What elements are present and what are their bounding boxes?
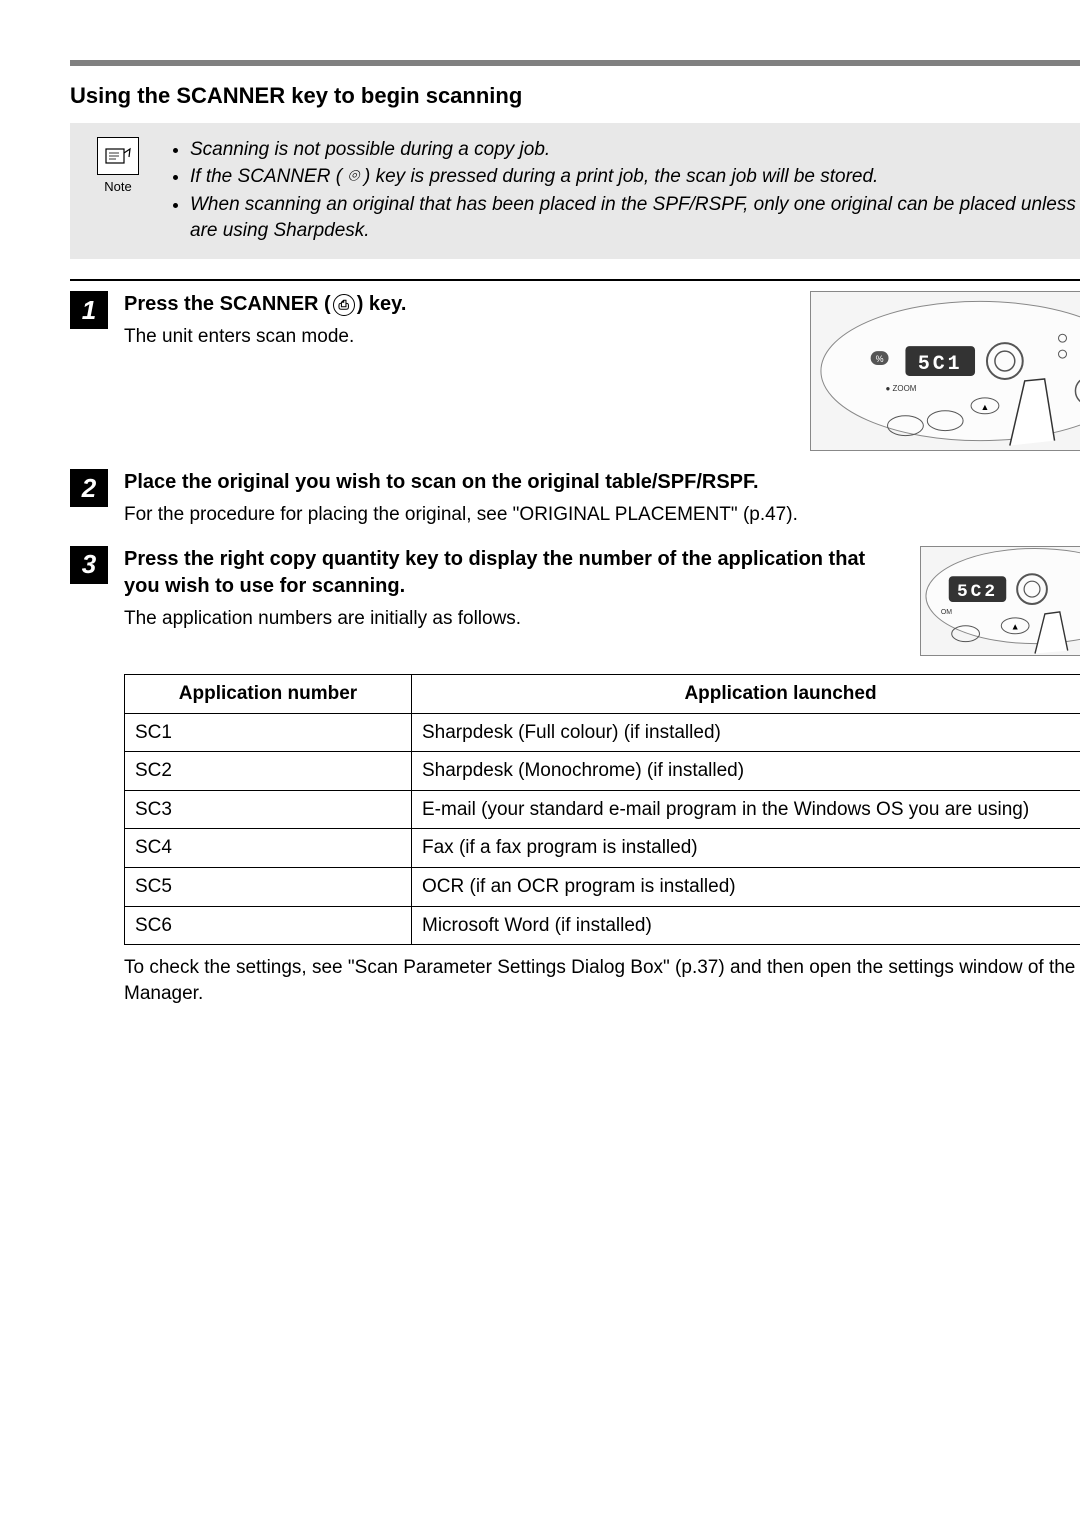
table-row: SC1Sharpdesk (Full colour) (if installed… <box>125 713 1080 752</box>
application-table-section: Application number Application launched … <box>70 674 1080 1007</box>
page-number: 39 <box>70 1327 1080 1376</box>
svg-text:▲: ▲ <box>1011 622 1020 632</box>
step-1-title: Press the SCANNER (⎙) key. <box>124 291 790 318</box>
table-header: Application launched <box>412 674 1080 713</box>
svg-text:OM: OM <box>941 609 952 616</box>
table-row: SC6Microsoft Word (if installed) <box>125 906 1080 945</box>
table-header: Application number <box>125 674 412 713</box>
note-label: Note <box>104 178 131 196</box>
top-border <box>70 60 1080 66</box>
note-item: If the SCANNER ( ⌾ ) key is pressed duri… <box>190 164 1080 190</box>
illus-1-zoom: ● ZOOM <box>886 384 917 393</box>
step-3-title: Press the right copy quantity key to dis… <box>124 546 900 600</box>
step-badge: 2 <box>70 469 108 507</box>
note-icon <box>97 137 139 175</box>
table-row: SC2Sharpdesk (Monochrome) (if installed) <box>125 752 1080 791</box>
step-1: 1 Press the SCANNER (⎙) key. The unit en… <box>70 291 1080 451</box>
step-badge: 1 <box>70 291 108 329</box>
step-2: 2 Place the original you wish to scan on… <box>70 469 1080 528</box>
step-3: 3 Press the right copy quantity key to d… <box>70 546 1080 656</box>
svg-text:%: % <box>876 354 884 364</box>
svg-text:▲: ▲ <box>981 402 990 412</box>
note-icon-column: Note <box>88 137 148 196</box>
note-item: Scanning is not possible during a copy j… <box>190 137 1080 163</box>
table-row: SC5OCR (if an OCR program is installed) <box>125 868 1080 907</box>
note-box: Note Scanning is not possible during a c… <box>70 123 1080 260</box>
note-item: When scanning an original that has been … <box>190 192 1080 243</box>
step-badge: 3 <box>70 546 108 584</box>
table-row: SC3E-mail (your standard e-mail program … <box>125 790 1080 829</box>
step-1-illustration: 5C1 ● ZOOM % C ▲ <box>810 291 1080 451</box>
step-1-title-post: ) key. <box>357 293 407 315</box>
application-table: Application number Application launched … <box>124 674 1080 945</box>
table-footer-text: To check the settings, see "Scan Paramet… <box>124 955 1080 1006</box>
step-1-body: The unit enters scan mode. <box>124 324 790 350</box>
illus-1-code: 5C1 <box>918 352 963 375</box>
step-3-body: The application numbers are initially as… <box>124 606 900 632</box>
step-section: 1 Press the SCANNER (⎙) key. The unit en… <box>70 279 1080 1006</box>
step-2-body: For the procedure for placing the origin… <box>124 502 1080 528</box>
table-row: SC4Fax (if a fax program is installed) <box>125 829 1080 868</box>
step-1-title-pre: Press the SCANNER ( <box>124 293 331 315</box>
section-title: Using the SCANNER key to begin scanning <box>70 81 1080 111</box>
note-list: Scanning is not possible during a copy j… <box>168 137 1080 246</box>
illus-3-code: 5C2 <box>957 582 998 602</box>
scanner-key-icon: ⎙ <box>333 294 355 316</box>
step-2-title: Place the original you wish to scan on t… <box>124 469 1080 496</box>
step-3-illustration: 5C2 C ▲ OM <box>920 546 1080 656</box>
